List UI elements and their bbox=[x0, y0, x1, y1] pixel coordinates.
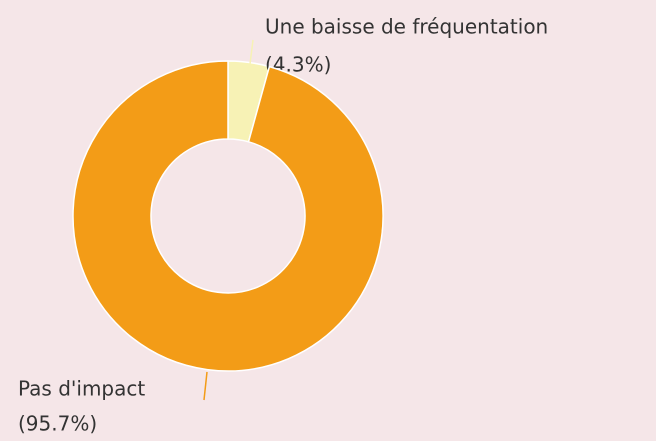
slice-value-label: (95.7%) bbox=[18, 412, 97, 436]
leader-line bbox=[203, 371, 208, 401]
slice-label: Pas d'impact bbox=[18, 377, 145, 401]
leader-line bbox=[249, 39, 254, 65]
donut-slice bbox=[72, 60, 384, 372]
slice-label: Une baisse de fréquentation bbox=[265, 15, 548, 39]
